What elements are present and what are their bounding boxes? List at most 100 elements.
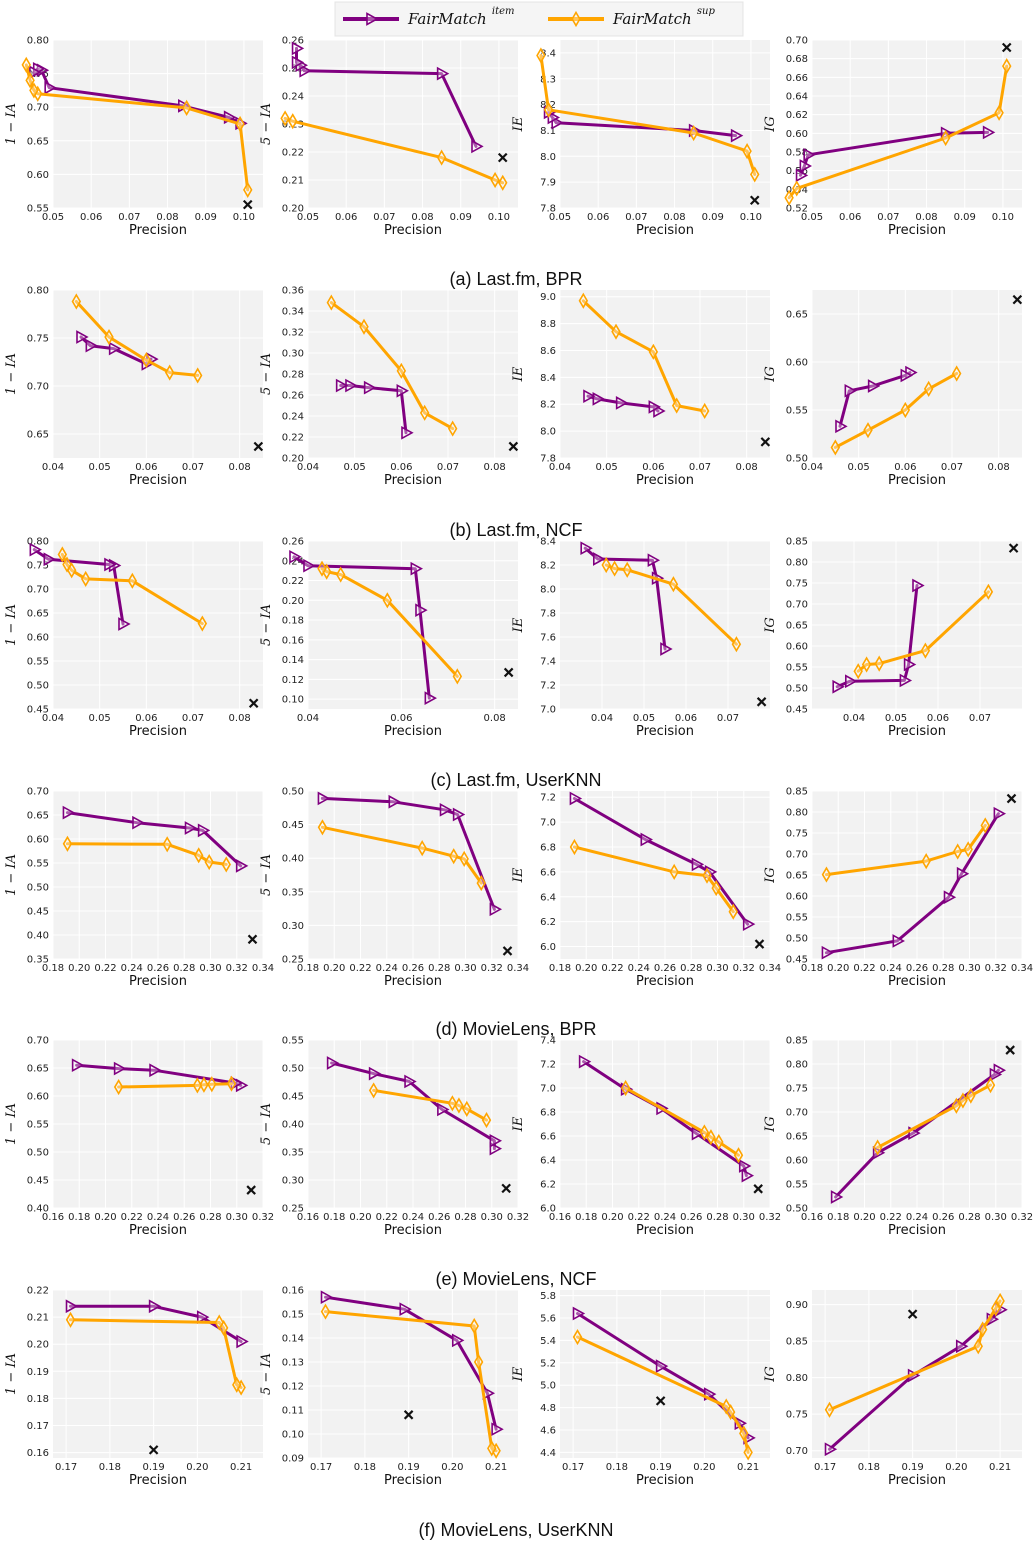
chart-panel-0-0: 0.05 0.06 0.07 0.08 0.09 0.10 0.55 0.60 0.65 0.70…: [4, 36, 263, 238]
y-tick-label: 0.45: [282, 820, 304, 831]
y-axis-label: 5 − IA: [259, 1103, 274, 1145]
y-tick-label: 0.50: [786, 1204, 808, 1215]
data-point-item: [335, 378, 349, 393]
data-point-item: [303, 558, 316, 573]
data-point-sup: [469, 1317, 479, 1335]
x-tick-label: 0.05: [848, 462, 870, 473]
data-point-sup: [326, 294, 337, 311]
x-axis-label: Precision: [384, 974, 442, 989]
x-tick-label: 0.06: [839, 212, 861, 223]
y-tick-label: 0.90: [786, 1300, 808, 1311]
series-line-item: [324, 1295, 498, 1431]
y-tick-label: 0.70: [27, 103, 49, 114]
data-point-sup: [419, 404, 430, 421]
data-point-sup: [995, 1292, 1005, 1310]
data-point-item: [647, 553, 661, 568]
x-tick-label: 0.06: [642, 462, 664, 473]
x-tick-label: 0.18: [323, 1212, 345, 1223]
series-line-item: [330, 1061, 496, 1151]
data-point-item: [452, 807, 466, 822]
data-point-item: [903, 657, 917, 672]
baseline-marker: [753, 1184, 763, 1194]
x-tick-label: 0.07: [437, 462, 459, 473]
y-tick-label: 0.60: [786, 129, 808, 140]
y-tick-label: 8.0: [540, 585, 556, 596]
y-tick-label: 0.24: [282, 92, 304, 103]
y-axis-label: IE: [511, 1116, 526, 1132]
y-tick-label: 0.26: [282, 391, 304, 402]
data-point-sup: [688, 124, 699, 142]
x-tick-label: 0.20: [827, 963, 849, 974]
x-tick-label: 0.28: [958, 1212, 980, 1223]
data-point-item: [830, 1190, 844, 1204]
data-point-item: [85, 338, 98, 353]
x-tick-label: 0.06: [390, 462, 412, 473]
y-tick-label: 0.60: [27, 1092, 49, 1103]
y-axis-label: IE: [511, 617, 526, 633]
data-point-sup: [226, 1075, 237, 1092]
y-tick-label: 0.35: [282, 1148, 304, 1159]
y-tick-label: 0.24: [282, 556, 304, 567]
data-point-sup: [204, 853, 214, 871]
chart-panel-0-1: 0.05 0.06 0.07 0.08 0.09 0.10 0.20 0.21 0.22 0.23…: [259, 36, 518, 238]
x-tick-label: 0.04: [801, 462, 823, 473]
x-tick-label: 0.22: [121, 1212, 143, 1223]
x-tick-label: 0.07: [689, 462, 711, 473]
baseline-cross-stroke: [503, 667, 514, 678]
row-caption: (f) MovieLens, UserKNN: [418, 1520, 613, 1540]
chart-panel-4-2: 0.16 0.18 0.20 0.22 0.24 0.26 0.28 0.30 0.32 6.0 6…: [511, 1036, 781, 1239]
data-point-sup: [317, 560, 327, 577]
y-tick-label: 0.70: [786, 36, 808, 47]
data-point-item: [844, 383, 857, 398]
y-tick-label: 0.12: [282, 1382, 304, 1393]
y-tick-label: 0.10: [282, 695, 304, 706]
data-point-item: [572, 1306, 586, 1321]
data-point-item: [415, 603, 428, 618]
x-tick-label: 0.07: [625, 212, 647, 223]
series-line-sup: [74, 300, 200, 377]
data-point-sup: [958, 1092, 968, 1109]
x-tick-label: 0.26: [147, 963, 169, 974]
y-tick-label: 0.22: [282, 576, 304, 587]
chart-row-5: 0.17 0.18 0.19 0.20 0.21 0.16 0.17 0.18 0.19 0.20…: [4, 1286, 1022, 1540]
x-tick-label: 0.22: [853, 963, 875, 974]
y-tick-label: 0.65: [786, 871, 808, 882]
baseline-cross-stroke: [246, 1185, 256, 1195]
series-item: [583, 389, 666, 418]
data-point-item: [738, 1159, 752, 1173]
x-tick-label: 0.08: [411, 212, 433, 223]
y-tick-label: 0.70: [786, 850, 808, 861]
x-axis-label: Precision: [888, 974, 946, 989]
x-tick-label: 0.04: [549, 462, 571, 473]
baseline-marker: [503, 667, 514, 678]
data-point-item: [363, 380, 377, 395]
data-point-sup: [498, 174, 508, 191]
series-sup: [317, 819, 486, 892]
baseline-marker: [403, 1410, 414, 1420]
chart-panel-3-1: 0.18 0.20 0.22 0.24 0.26 0.28 0.30 0.32 0.34 0.25…: [259, 787, 529, 990]
data-point-sup: [733, 1147, 744, 1164]
x-tick-label: 0.06: [135, 713, 157, 724]
y-tick-label: 0.50: [282, 787, 304, 798]
x-tick-label: 0.30: [454, 963, 476, 974]
data-point-item: [113, 1061, 127, 1076]
y-tick-label: 8.4: [540, 537, 556, 548]
chart-panel-2-1: 0.04 0.06 0.08 0.10 0.12 0.14 0.16 0.18 0.20 0.22…: [259, 537, 518, 739]
x-axis-label: Precision: [384, 1223, 442, 1238]
data-point-item: [108, 341, 122, 356]
data-point-item: [615, 396, 629, 410]
data-point-item: [132, 815, 145, 830]
y-tick-label: 0.22: [27, 1286, 49, 1297]
data-point-sup: [611, 323, 621, 340]
x-tick-label: 0.22: [376, 1212, 398, 1223]
data-point-sup: [232, 1376, 242, 1393]
data-point-item: [799, 159, 813, 173]
y-tick-label: 0.32: [282, 328, 304, 339]
series-item: [832, 578, 925, 694]
y-tick-label: 0.70: [27, 382, 49, 393]
series-line-sup: [24, 63, 250, 192]
data-point-item: [569, 791, 583, 806]
y-tick-label: 0.75: [786, 829, 808, 840]
data-point-item: [844, 674, 858, 689]
data-point-sup: [214, 1314, 224, 1331]
